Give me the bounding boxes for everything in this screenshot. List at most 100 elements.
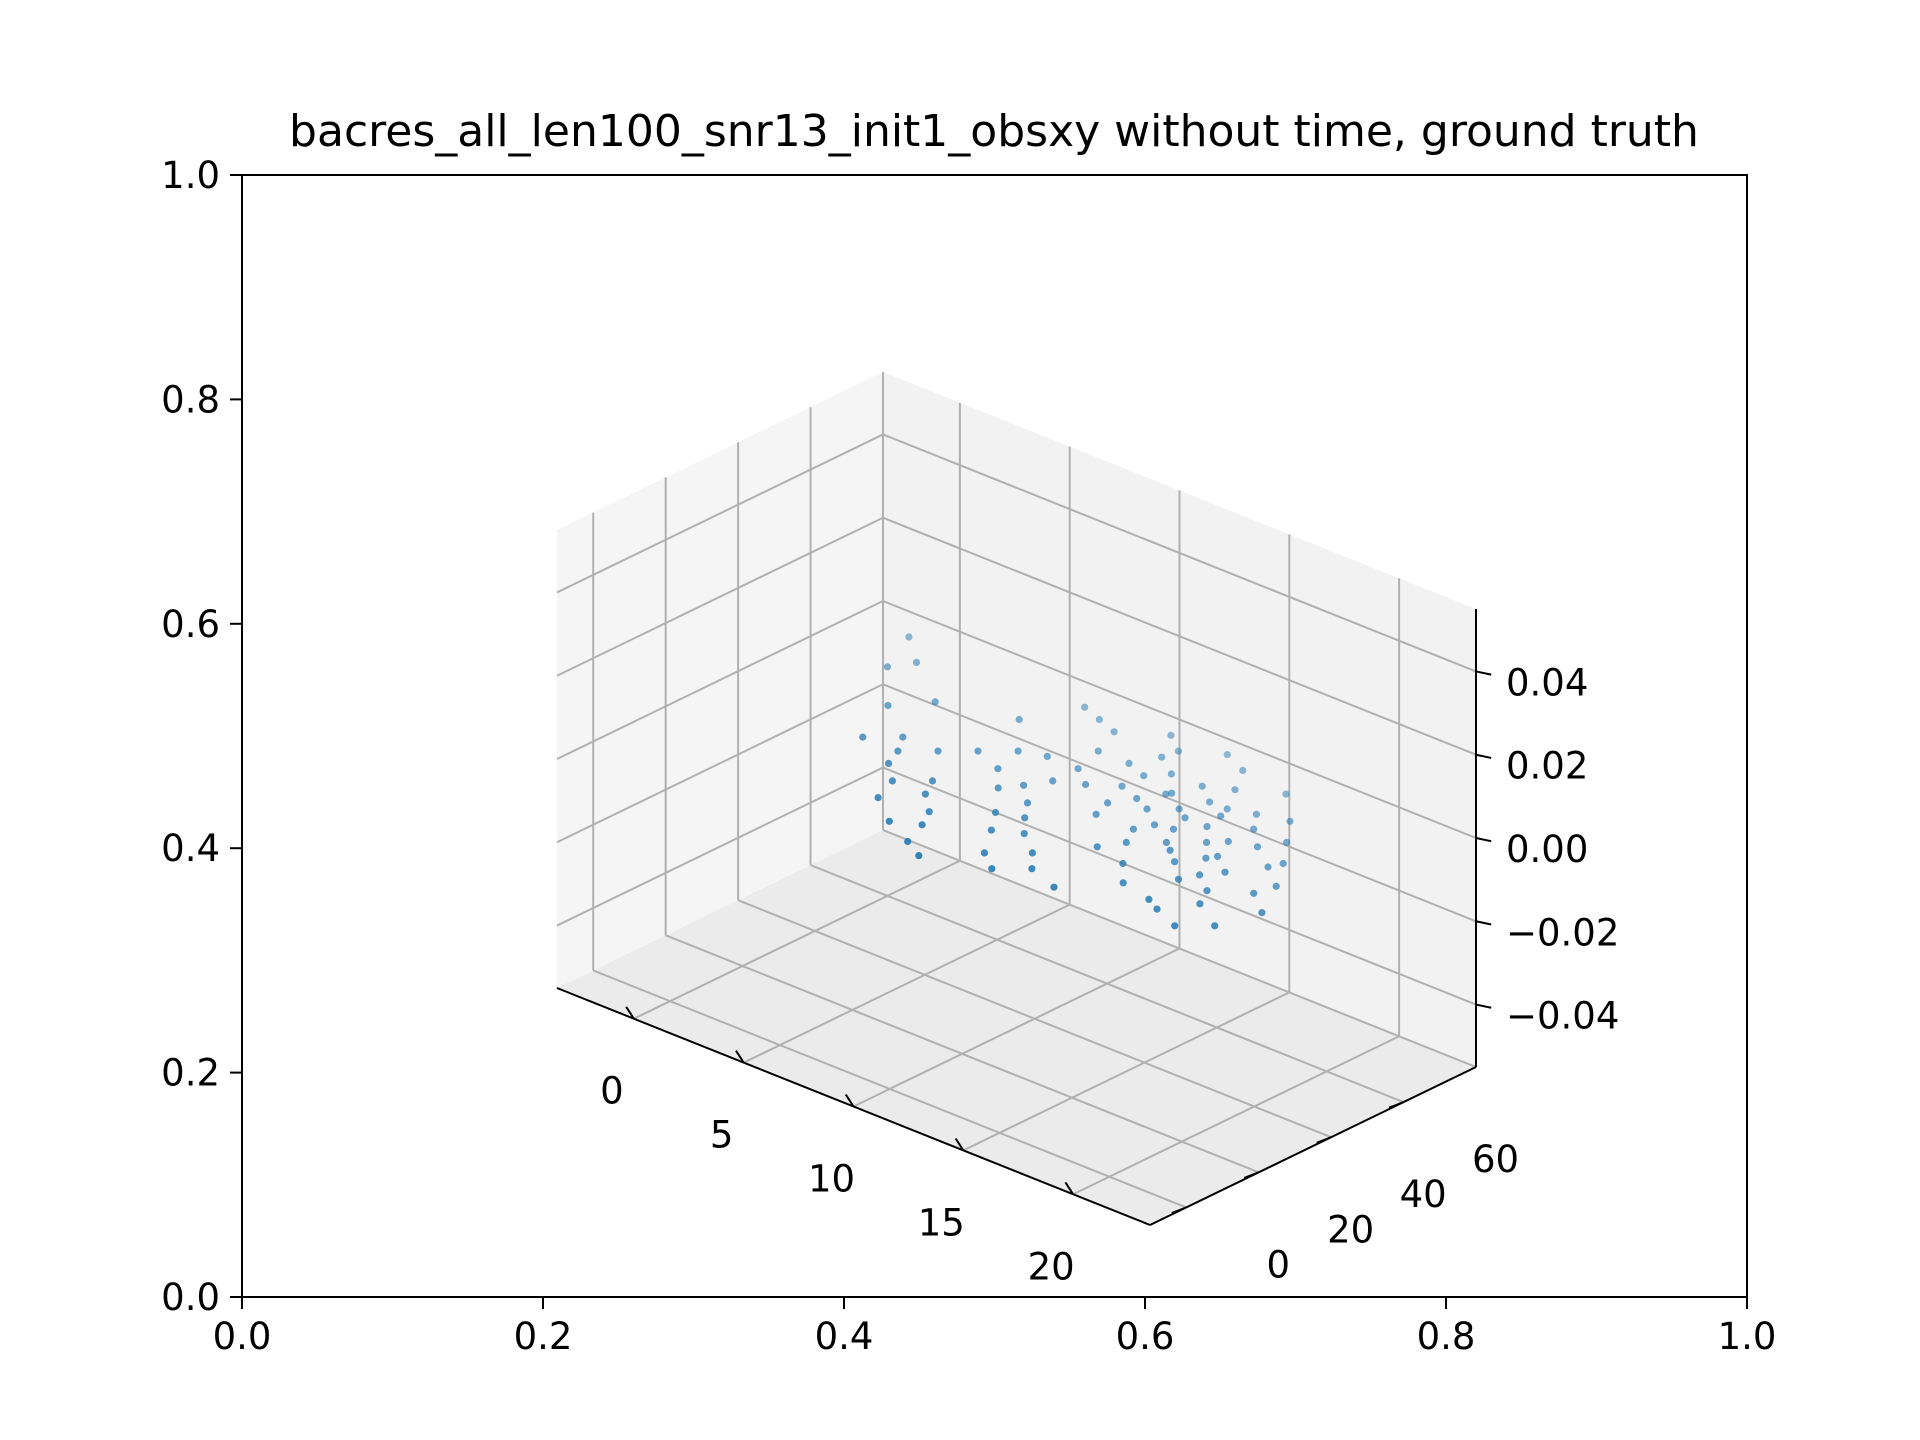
data-point xyxy=(894,747,902,755)
data-point xyxy=(1140,772,1148,780)
outer-y-tick-label: 0.2 xyxy=(161,1052,220,1095)
x-tick-mark xyxy=(1064,1181,1074,1195)
data-point xyxy=(925,808,933,816)
data-point xyxy=(1167,770,1175,778)
data-point xyxy=(1239,766,1247,775)
grid-line-x-floor xyxy=(743,903,1071,1064)
data-point xyxy=(1231,786,1239,794)
data-point xyxy=(1169,825,1178,833)
data-point xyxy=(1125,759,1133,768)
grid-line-y-floor xyxy=(592,969,1187,1209)
z-tick-mark xyxy=(1475,1003,1492,1009)
data-point xyxy=(1122,838,1130,847)
data-point xyxy=(1224,837,1232,846)
data-point xyxy=(1196,900,1204,908)
outer-x-tick-label: 0.0 xyxy=(213,1315,272,1358)
data-point xyxy=(1253,843,1262,851)
data-point xyxy=(991,808,1000,817)
data-point xyxy=(1168,789,1176,797)
data-point xyxy=(859,733,867,741)
grid-line-z-back xyxy=(882,766,1477,1006)
outer-y-tick-label: 0.0 xyxy=(161,1276,220,1319)
y-tick-label: 40 xyxy=(1400,1173,1447,1216)
outer-y-tick-label: 0.8 xyxy=(161,378,220,421)
data-point xyxy=(884,701,892,710)
x-tick-mark xyxy=(954,1137,965,1151)
data-point xyxy=(1158,753,1166,761)
data-point xyxy=(1074,765,1082,773)
grid-line-z-back xyxy=(882,683,1477,923)
data-point xyxy=(1181,814,1189,822)
x-tick-mark xyxy=(625,1006,635,1020)
chart-title: bacres_all_len100_snr13_init1_obsxy with… xyxy=(289,106,1699,157)
data-point xyxy=(1119,859,1127,868)
y-tick-mark xyxy=(1243,1171,1260,1179)
x-tick-label: 10 xyxy=(808,1158,855,1201)
y-tick-mark xyxy=(1388,1101,1404,1109)
data-point xyxy=(1020,830,1028,838)
data-point xyxy=(1202,854,1210,862)
data-point xyxy=(1104,799,1112,807)
data-point xyxy=(1014,747,1022,755)
data-point xyxy=(1162,790,1170,798)
data-point xyxy=(1049,777,1057,785)
outer-x-tick-label: 0.4 xyxy=(815,1315,874,1358)
grid-lines xyxy=(556,372,1477,1209)
outer-y-tick-label: 0.4 xyxy=(161,827,220,870)
x-tick-label: 20 xyxy=(1028,1245,1075,1288)
data-point xyxy=(1145,895,1153,904)
data-point xyxy=(918,821,926,829)
data-point xyxy=(1110,728,1118,736)
data-point xyxy=(1095,715,1103,724)
data-point xyxy=(1174,747,1182,755)
outer-x-ticks: 0.0 0.2 0.4 0.6 0.8 1.0 xyxy=(213,1297,1776,1358)
data-point xyxy=(904,837,912,846)
y-tick-label: 0 xyxy=(1266,1243,1290,1286)
grid-line-y-floor xyxy=(665,934,1260,1174)
data-point xyxy=(1015,715,1023,724)
grid-line-y-floor xyxy=(810,864,1404,1104)
data-point xyxy=(905,633,913,641)
grid-line-y-floor xyxy=(737,899,1332,1139)
z-tick-mark xyxy=(1475,920,1492,926)
y-tick-mark xyxy=(1171,1206,1187,1214)
z-tick-label: 0.04 xyxy=(1506,661,1588,704)
grid-line-z-left xyxy=(556,683,884,844)
data-point xyxy=(1282,790,1290,798)
outer-y-tick-label: 0.6 xyxy=(161,603,220,646)
data-point xyxy=(1150,821,1159,829)
data-point xyxy=(974,747,982,755)
data-point xyxy=(888,777,897,785)
data-point xyxy=(1171,922,1179,930)
data-point xyxy=(899,733,907,741)
data-point xyxy=(921,790,930,798)
data-point xyxy=(934,747,942,755)
data-point xyxy=(1166,846,1174,854)
data-point xyxy=(1202,838,1211,847)
data-point xyxy=(1279,859,1287,868)
grid-line-z-left xyxy=(556,766,884,927)
axis-3d-tick-labels: 0 5 10 15 20 0 20 40 60 −0.04 −0.02 0.00 0.02 0.04 xyxy=(600,661,1619,1288)
data-point xyxy=(1286,817,1294,825)
y-tick-label: 20 xyxy=(1327,1208,1374,1251)
data-point xyxy=(1082,780,1090,789)
data-point xyxy=(1133,794,1141,803)
data-point xyxy=(1221,868,1229,876)
grid-line-x-floor xyxy=(633,859,961,1020)
z-tick-label: −0.02 xyxy=(1506,911,1619,954)
y-tick-label: 60 xyxy=(1472,1138,1519,1181)
data-point xyxy=(885,759,893,768)
data-point xyxy=(1198,782,1206,790)
x-tick-mark xyxy=(735,1050,745,1064)
outer-y-ticks: 0.0 0.2 0.4 0.6 0.8 1.0 xyxy=(161,154,242,1319)
data-point xyxy=(1203,823,1211,831)
data-point xyxy=(1206,798,1214,806)
z-tick-mark xyxy=(1475,753,1492,759)
data-point xyxy=(883,663,892,671)
grid-line-z-back xyxy=(882,433,1477,673)
data-point xyxy=(931,698,939,706)
data-point xyxy=(915,852,923,860)
grid-line-x-floor xyxy=(853,947,1180,1108)
data-point xyxy=(988,865,996,873)
data-point xyxy=(1175,805,1183,813)
